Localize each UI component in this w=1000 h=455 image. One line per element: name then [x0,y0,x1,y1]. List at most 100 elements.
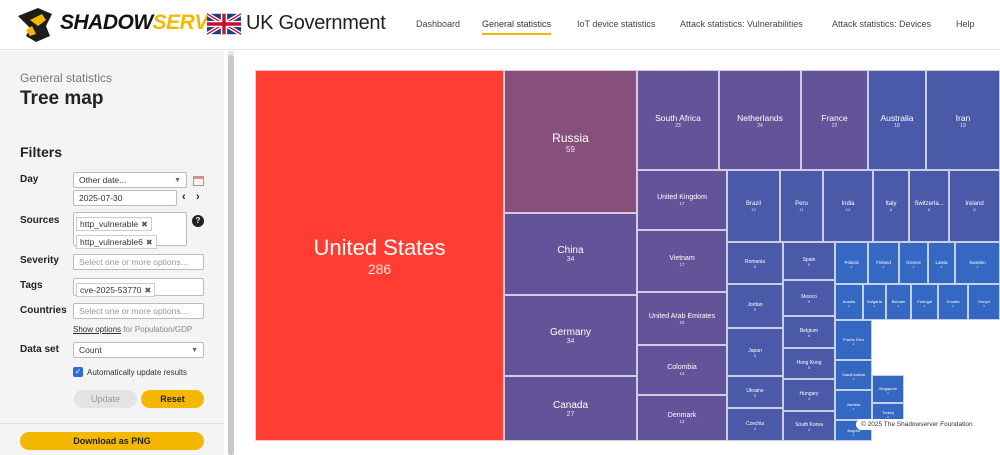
treemap-cell-name: Bulgaria [867,299,882,304]
treemap-cell[interactable]: Sweden 4 [955,242,1000,284]
treemap-cell[interactable]: Turkey 2 [872,403,904,423]
severity-label: Severity [20,255,59,266]
treemap-cell[interactable]: Peru 11 [780,170,823,242]
remove-chip-icon[interactable]: ✖ [141,220,148,229]
severity-input[interactable]: Select one or more options... [73,254,204,270]
treemap-cell-name: Ireland [965,201,984,207]
treemap-cell[interactable]: Kenya 3 [968,284,1000,320]
treemap-cell[interactable]: Mexico 5 [783,280,835,316]
treemap-cell-value: 3 [852,407,855,411]
treemap-cell[interactable]: Italy 8 [873,170,909,242]
treemap-cell[interactable]: India 14 [823,170,873,242]
treemap-cell[interactable]: Colombia 14 [637,345,727,395]
treemap-cell[interactable]: Poland 4 [835,242,868,284]
treemap-cell-value: 4 [850,264,853,269]
download-png-button[interactable]: Download as PNG [20,432,204,450]
scrollbar-thumb[interactable] [228,55,234,455]
nav-attack-devices[interactable]: Attack statistics: Devices [832,19,932,29]
nav-dashboard[interactable]: Dashboard [416,19,461,29]
treemap-cell-value: 3 [897,304,900,308]
treemap-cell-name: Austria [842,299,856,304]
chevron-right-icon[interactable]: › [196,191,200,203]
treemap-cell[interactable]: Australia 18 [868,70,926,170]
treemap-cell[interactable]: Bahrain 3 [886,284,911,320]
date-input[interactable]: 2025-07-30 [73,190,177,206]
dataset-select[interactable]: Count ▼ [73,342,204,358]
countries-input[interactable]: Select one or more options... [73,303,204,319]
treemap-cell[interactable]: United States 286 [255,70,504,441]
tags-multiselect[interactable]: cve-2025-53770 ✖ [73,278,204,297]
source-chip[interactable]: http_vulnerable ✖ [76,217,152,231]
update-button[interactable]: Update [74,390,137,408]
sources-multiselect[interactable]: http_vulnerable ✖ http_vulnerable6 ✖ [73,212,187,249]
treemap-cell-name: Poland [844,259,859,265]
treemap-cell[interactable]: Germany 34 [504,295,637,376]
treemap-cell[interactable]: Singapore 2 [872,375,904,403]
treemap-cell[interactable]: Switzerla... 6 [909,170,949,242]
treemap-cell[interactable]: Hungary 4 [783,379,835,411]
nav-general-statistics[interactable]: General statistics [482,19,552,35]
help-icon[interactable]: ? [192,215,204,227]
reset-button[interactable]: Reset [141,390,204,408]
sidebar-scrollbar[interactable] [228,51,234,455]
treemap-cell[interactable]: Hong Kong 5 [783,348,835,379]
treemap-cell[interactable]: Ukraine 5 [727,376,783,408]
treemap-cell[interactable]: Austria 3 [835,284,863,320]
shadowserver-logo-icon[interactable] [16,6,54,44]
treemap-cell-value: 22 [831,122,838,129]
treemap-cell[interactable]: Denmark 12 [637,395,727,441]
treemap-cell[interactable]: Zambia 3 [835,390,872,420]
treemap-cell[interactable]: South Africa 23 [637,70,719,170]
source-chip[interactable]: http_vulnerable6 ✖ [76,235,157,249]
remove-chip-icon[interactable]: ✖ [145,238,153,247]
treemap-cell[interactable]: Saudi Arabia 3 [835,360,872,390]
treemap-cell-value: 5 [808,263,810,267]
treemap-cell[interactable]: Latvia 4 [928,242,955,284]
treemap-cell[interactable]: China 34 [504,213,637,295]
treemap-cell[interactable]: Puerto Rico 3 [835,320,872,360]
treemap-cell-name: Belgium [799,328,819,334]
treemap-cell[interactable]: Portugal 3 [911,284,938,320]
treemap-cell[interactable]: United Arab Emirates 15 [637,292,727,345]
treemap-cell[interactable]: Spain 5 [783,242,835,280]
nav-attack-vulnerabilities[interactable]: Attack statistics: Vulnerabilities [680,19,803,29]
chevron-left-icon[interactable]: ‹ [182,191,186,203]
treemap-cell-name: Germany [549,326,592,338]
tags-label: Tags [20,280,43,291]
treemap-cell[interactable]: United Kingdom 17 [637,170,727,230]
treemap-cell-value: 6 [754,265,756,269]
treemap-cell[interactable]: South Korea 4 [783,411,835,441]
treemap-chart: United States 286 Russia 59 China 34 Germany 34… [255,70,1000,442]
nav-iot-device-statistics[interactable]: IoT device statistics [577,19,656,29]
treemap-cell-name: United Kingdom [657,194,707,201]
treemap-cell[interactable]: Romania 6 [727,242,783,284]
treemap-cell[interactable]: Brazil 12 [727,170,780,242]
day-select[interactable]: Other date... ▼ [73,172,187,188]
treemap-cell[interactable]: Belgium 5 [783,316,835,348]
treemap-cell-value: 4 [940,264,943,269]
divider [0,423,224,424]
filters-sidebar: General statistics Tree map Filters Day … [0,51,224,455]
treemap-cell[interactable]: Bulgaria 3 [863,284,886,320]
treemap-cell[interactable]: Japan 5 [727,328,783,376]
treemap-cell[interactable]: Vietnam 17 [637,230,727,292]
show-options-link[interactable]: Show options [73,325,122,334]
treemap-cell[interactable]: Russia 59 [504,70,637,213]
treemap-cell[interactable]: Croatia 3 [938,284,968,320]
treemap-cell[interactable]: Czechia 4 [727,408,783,441]
calendar-icon[interactable] [193,175,204,186]
treemap-cell[interactable]: Jordan 5 [727,284,783,328]
nav-help[interactable]: Help [956,19,975,29]
treemap-cell[interactable]: Finland 4 [868,242,899,284]
treemap-cell[interactable]: Greece 4 [899,242,928,284]
treemap-cell[interactable]: Iran 19 [926,70,1000,170]
auto-update-checkbox[interactable]: ✓ [73,367,83,377]
treemap-cell[interactable]: France 22 [801,70,868,170]
treemap-cell-value: 6 [927,207,931,212]
treemap-cell[interactable]: Netherlands 24 [719,70,801,170]
remove-chip-icon[interactable]: ✖ [144,286,152,295]
treemap-cell[interactable]: Canada 27 [504,376,637,441]
tag-chip[interactable]: cve-2025-53770 ✖ [76,283,156,297]
treemap-cell[interactable]: Ireland 8 [949,170,1000,242]
treemap-cell-value: 8 [889,207,893,212]
